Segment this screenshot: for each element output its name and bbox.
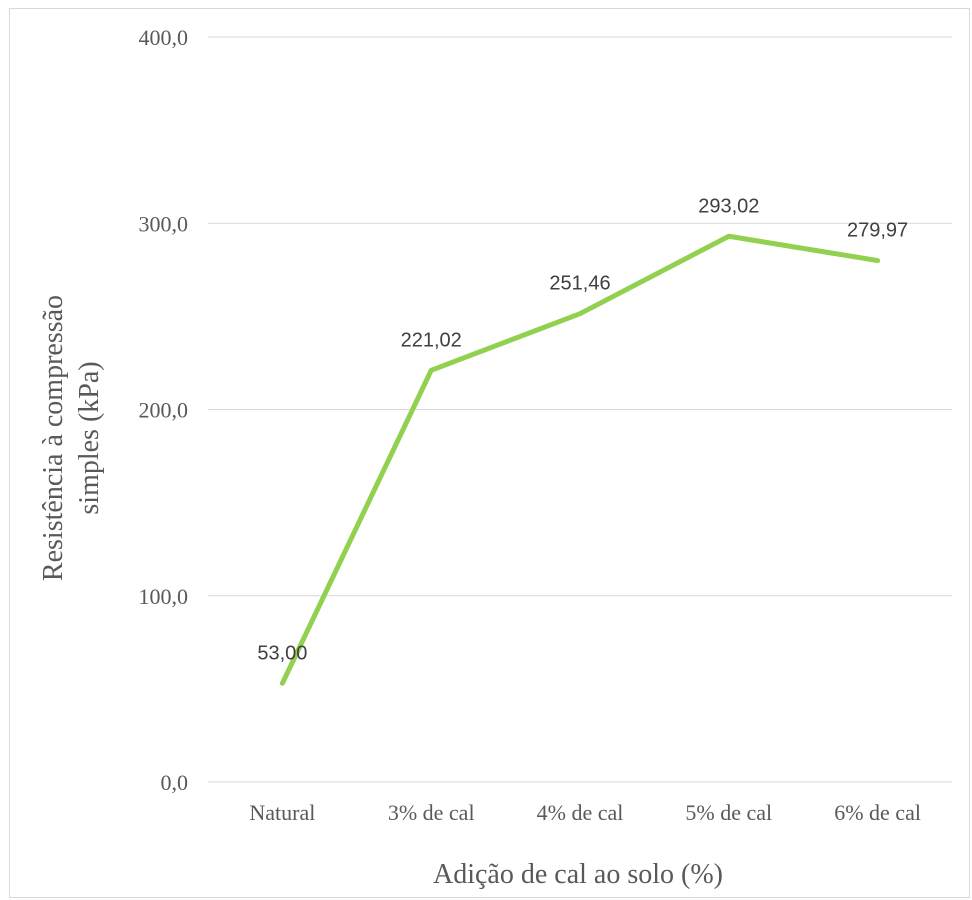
data-label: 53,00 bbox=[257, 642, 307, 664]
y-tick-label: 300,0 bbox=[139, 211, 189, 236]
series-line bbox=[279, 233, 881, 686]
data-labels: 53,00 221,02 251,46 293,02 279,97 bbox=[257, 195, 908, 664]
x-tick-label: 3% de cal bbox=[388, 800, 475, 825]
data-label: 251,46 bbox=[549, 273, 610, 295]
y-axis-ticks: 0,0 100,0 200,0 300,0 400,0 bbox=[139, 25, 189, 795]
x-tick-label: 4% de cal bbox=[537, 800, 624, 825]
chart-frame bbox=[9, 8, 970, 898]
x-axis-ticks: Natural 3% de cal 4% de cal 5% de cal 6% de … bbox=[249, 800, 921, 825]
y-tick-label: 400,0 bbox=[139, 25, 189, 50]
y-tick-label: 100,0 bbox=[139, 584, 189, 609]
x-tick-label: 6% de cal bbox=[834, 800, 921, 825]
y-tick-label: 200,0 bbox=[139, 398, 189, 423]
data-label: 221,02 bbox=[401, 329, 462, 351]
x-tick-label: Natural bbox=[249, 800, 315, 825]
y-axis-title: Resistência à compressão simples (kPa) bbox=[38, 295, 105, 581]
x-axis-title: Adição de cal ao solo (%) bbox=[433, 859, 723, 890]
y-tick-label: 0,0 bbox=[161, 770, 189, 795]
series-polyline bbox=[279, 233, 881, 686]
gridlines bbox=[208, 36, 952, 783]
y-axis-title-line-1: Resistência à compressão bbox=[38, 295, 69, 581]
y-axis-title-line-2: simples (kPa) bbox=[74, 361, 105, 514]
data-label: 293,02 bbox=[698, 195, 759, 217]
data-label: 279,97 bbox=[847, 220, 908, 242]
x-tick-label: 5% de cal bbox=[685, 800, 772, 825]
